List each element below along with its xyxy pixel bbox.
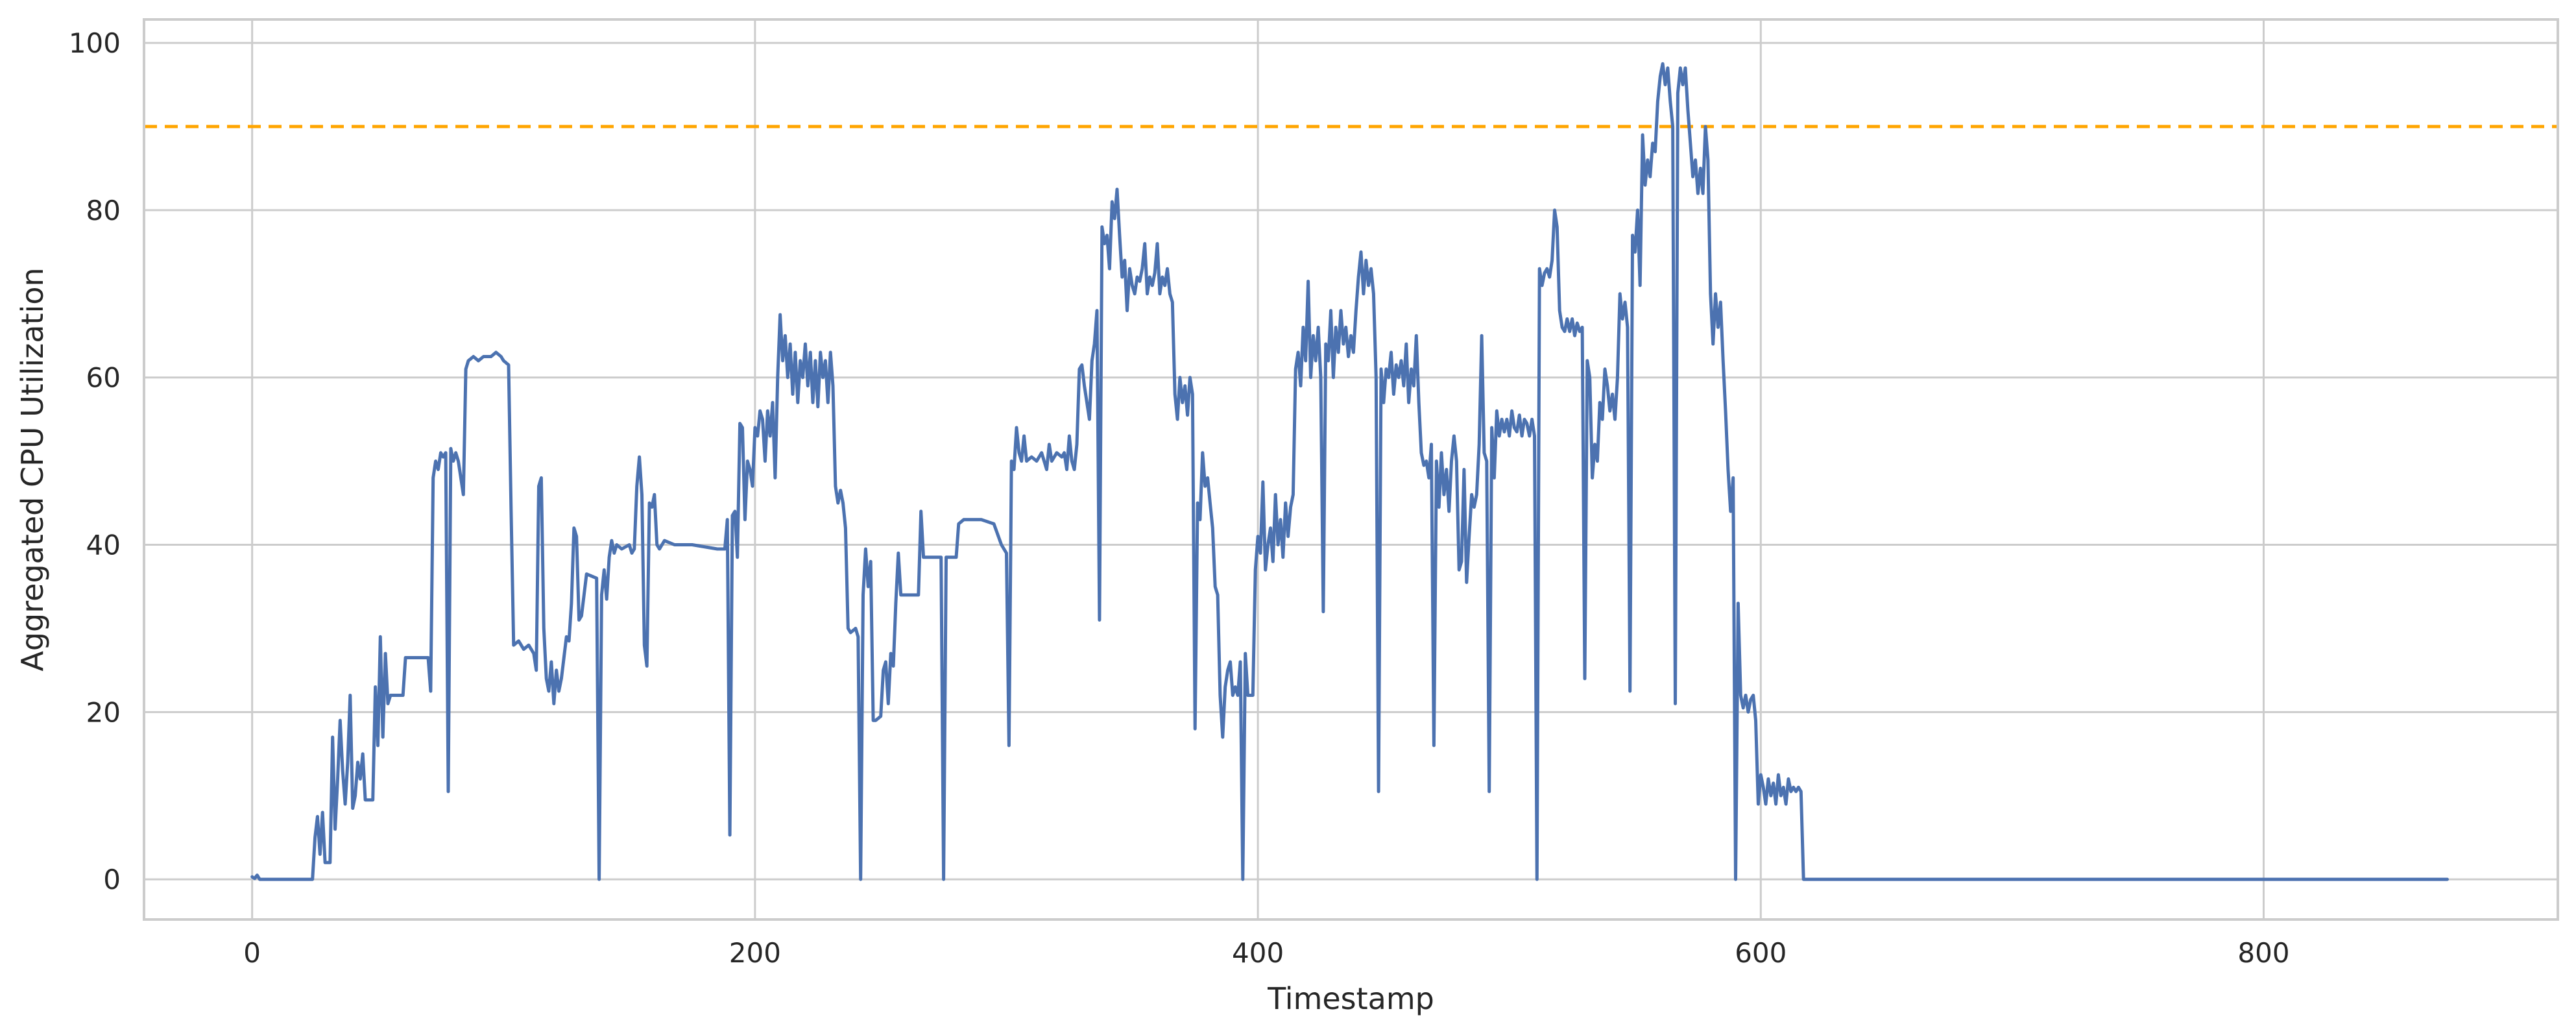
y-tick-label: 80 (86, 195, 121, 226)
y-tick-label: 60 (86, 362, 121, 394)
y-tick-label: 40 (86, 530, 121, 561)
series-lines (250, 62, 2449, 881)
y-tick-label: 20 (86, 696, 121, 728)
grid-lines (144, 19, 2558, 919)
x-tick-label: 0 (243, 937, 261, 969)
x-tick-label: 600 (1735, 937, 1787, 969)
y-axis-label: Aggregated CPU Utilization (15, 267, 50, 671)
x-tick-label: 800 (2237, 937, 2289, 969)
x-tick-label: 400 (1232, 937, 1284, 969)
cpu-utilization-series-line (250, 62, 2449, 881)
x-tick-label: 200 (729, 937, 781, 969)
y-tick-label: 0 (103, 864, 121, 895)
x-axis-label: Timestamp (1267, 981, 1434, 1016)
tick-labels: 0 200 400 600 800 0 20 40 60 80 100 (69, 27, 2290, 969)
plot-frame (143, 18, 2559, 921)
y-tick-label: 100 (69, 27, 121, 59)
